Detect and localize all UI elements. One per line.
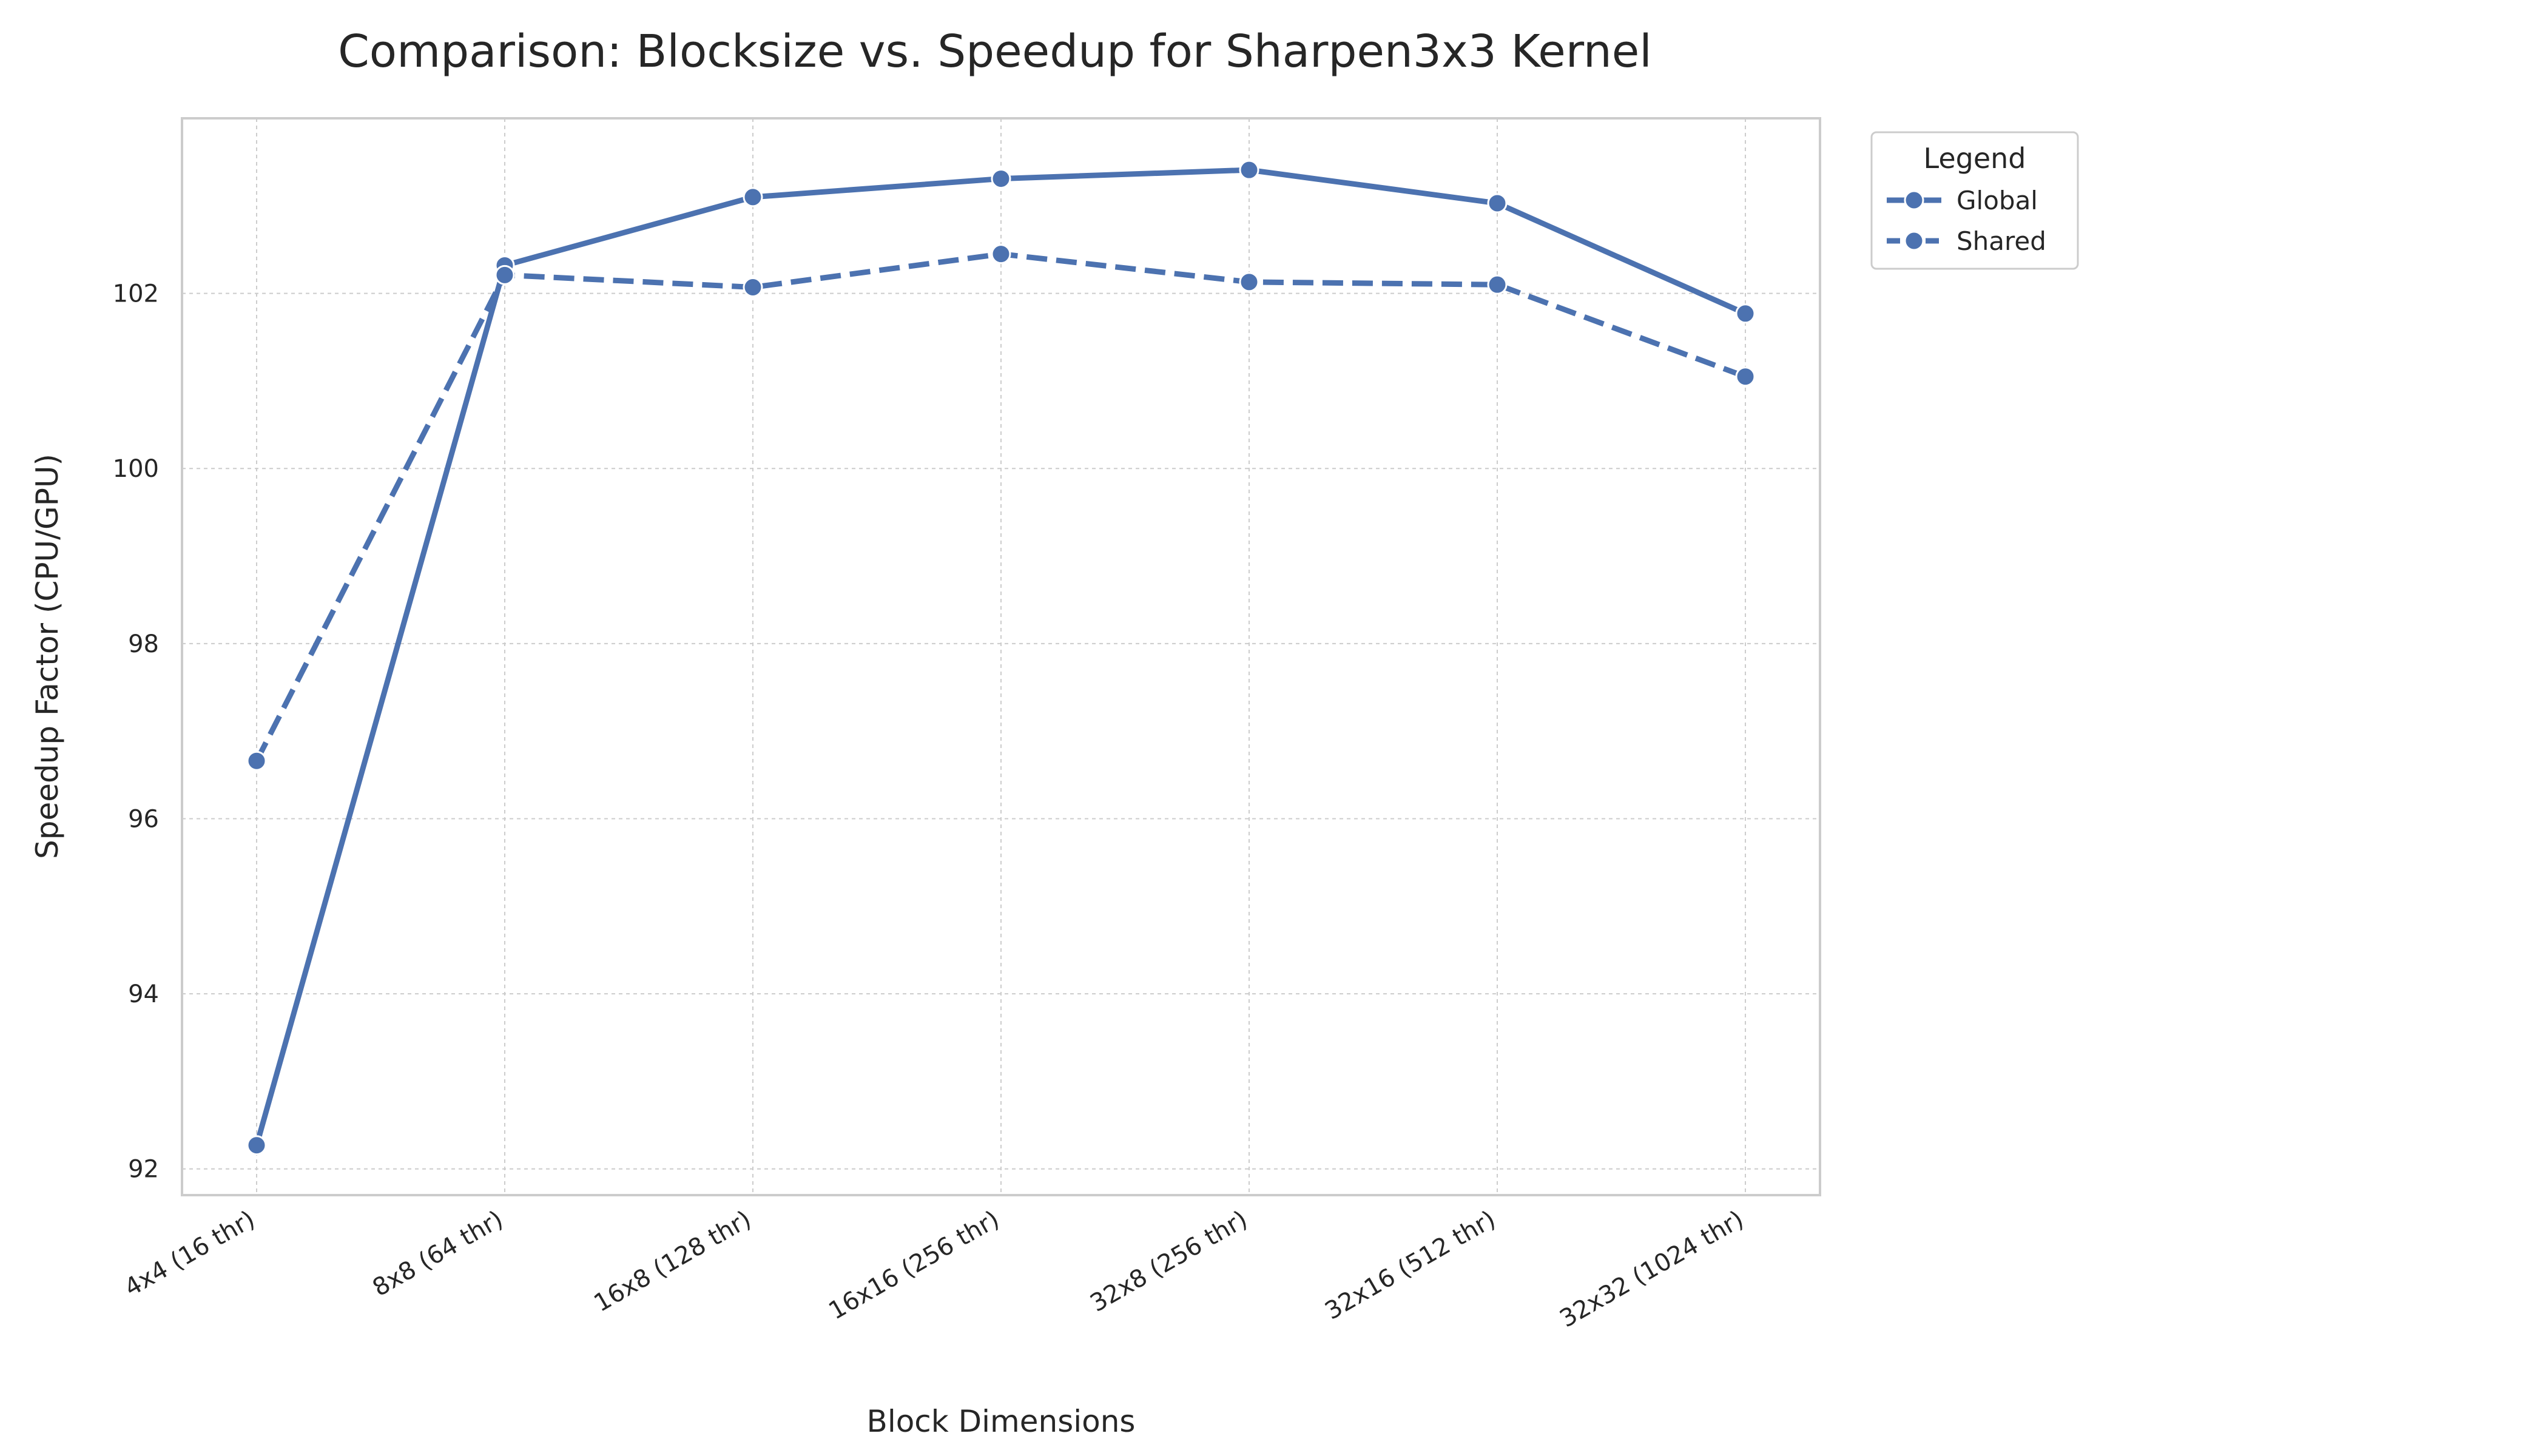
legend-marker-shared bbox=[1904, 231, 1924, 251]
y-tick-label: 96 bbox=[128, 805, 159, 833]
legend: Legend Global Shared bbox=[1870, 131, 2079, 270]
x-tick-label: 16x16 (256 thr) bbox=[824, 1205, 1004, 1326]
data-point-global bbox=[1735, 303, 1756, 324]
chart-title: Comparison: Blocksize vs. Speedup for Sh… bbox=[338, 25, 1652, 78]
x-tick-label: 32x32 (1024 thr) bbox=[1555, 1205, 1748, 1333]
y-axis-label: Speedup Factor (CPU/GPU) bbox=[30, 454, 65, 859]
data-point-shared bbox=[1239, 272, 1259, 292]
x-tick-label: 4x4 (16 thr) bbox=[120, 1205, 260, 1303]
data-point-global bbox=[246, 1135, 267, 1156]
legend-title: Legend bbox=[1924, 142, 2026, 175]
data-point-shared bbox=[1735, 366, 1756, 387]
grid-lines bbox=[182, 118, 1820, 1195]
legend-entries: Global Shared bbox=[1887, 186, 2046, 256]
plot-area-frame bbox=[181, 117, 1821, 1196]
x-axis-ticks: 4x4 (16 thr) 8x8 (64 thr) 16x8 (128 thr) 16… bbox=[120, 1205, 1748, 1333]
data-point-global bbox=[1487, 193, 1508, 214]
x-tick-label: 16x8 (128 thr) bbox=[589, 1205, 756, 1318]
legend-label-global: Global bbox=[1956, 186, 2038, 215]
data-point-shared bbox=[1487, 274, 1508, 295]
legend-marker-global bbox=[1904, 190, 1924, 211]
data-point-global bbox=[991, 169, 1011, 189]
data-point-global bbox=[1239, 160, 1259, 180]
y-tick-label: 92 bbox=[128, 1156, 159, 1184]
data-point-global bbox=[743, 187, 763, 207]
y-tick-label: 98 bbox=[128, 630, 159, 658]
data-point-shared bbox=[743, 277, 763, 298]
legend-frame bbox=[1870, 131, 2079, 270]
legend-label-shared: Shared bbox=[1956, 226, 2046, 256]
y-axis-ticks: 92 94 96 98 100 102 bbox=[113, 280, 159, 1184]
data-point-shared bbox=[494, 265, 515, 285]
x-tick-label: 32x8 (256 thr) bbox=[1085, 1205, 1252, 1318]
data-point-shared bbox=[246, 750, 267, 771]
y-tick-label: 100 bbox=[113, 455, 159, 483]
x-tick-label: 32x16 (512 thr) bbox=[1320, 1205, 1500, 1326]
x-tick-label: 8x8 (64 thr) bbox=[368, 1205, 508, 1303]
y-tick-label: 102 bbox=[113, 280, 159, 308]
data-point-shared bbox=[991, 244, 1011, 265]
x-axis-label: Block Dimensions bbox=[867, 1404, 1136, 1439]
y-tick-label: 94 bbox=[128, 980, 159, 1008]
series-layer bbox=[246, 160, 1756, 1156]
